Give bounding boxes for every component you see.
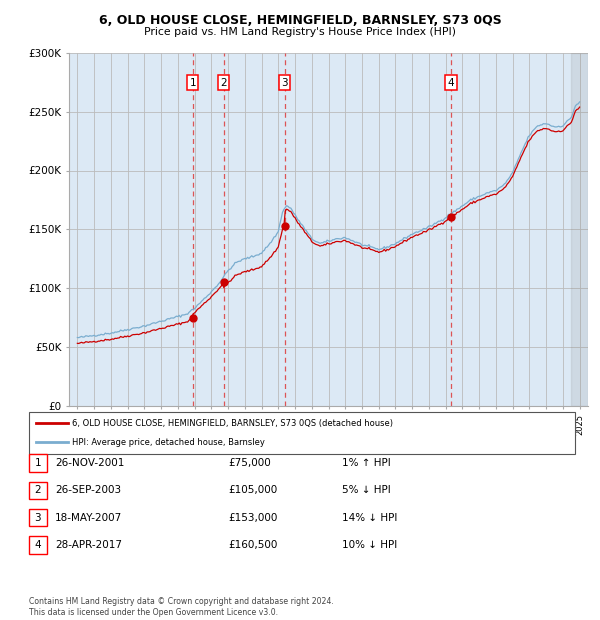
- Text: 26-NOV-2001: 26-NOV-2001: [55, 458, 125, 468]
- Text: 26-SEP-2003: 26-SEP-2003: [55, 485, 121, 495]
- Text: Contains HM Land Registry data © Crown copyright and database right 2024.
This d: Contains HM Land Registry data © Crown c…: [29, 598, 334, 617]
- Text: 5% ↓ HPI: 5% ↓ HPI: [342, 485, 391, 495]
- Text: 6, OLD HOUSE CLOSE, HEMINGFIELD, BARNSLEY, S73 0QS: 6, OLD HOUSE CLOSE, HEMINGFIELD, BARNSLE…: [98, 14, 502, 27]
- Text: HPI: Average price, detached house, Barnsley: HPI: Average price, detached house, Barn…: [72, 438, 265, 447]
- Text: 4: 4: [34, 540, 41, 550]
- Text: 1% ↑ HPI: 1% ↑ HPI: [342, 458, 391, 468]
- Text: 3: 3: [281, 78, 288, 88]
- Text: 10% ↓ HPI: 10% ↓ HPI: [342, 540, 397, 550]
- Text: 28-APR-2017: 28-APR-2017: [55, 540, 122, 550]
- Text: £160,500: £160,500: [228, 540, 277, 550]
- Text: 18-MAY-2007: 18-MAY-2007: [55, 513, 122, 523]
- Text: 4: 4: [448, 78, 454, 88]
- Text: 6, OLD HOUSE CLOSE, HEMINGFIELD, BARNSLEY, S73 0QS (detached house): 6, OLD HOUSE CLOSE, HEMINGFIELD, BARNSLE…: [72, 418, 393, 428]
- Text: 2: 2: [34, 485, 41, 495]
- Text: £75,000: £75,000: [228, 458, 271, 468]
- Text: £153,000: £153,000: [228, 513, 277, 523]
- Text: £105,000: £105,000: [228, 485, 277, 495]
- Text: 1: 1: [34, 458, 41, 468]
- Text: 1: 1: [190, 78, 196, 88]
- Bar: [571, 53, 588, 406]
- Text: 14% ↓ HPI: 14% ↓ HPI: [342, 513, 397, 523]
- Text: 2: 2: [220, 78, 227, 88]
- Text: Price paid vs. HM Land Registry's House Price Index (HPI): Price paid vs. HM Land Registry's House …: [144, 27, 456, 37]
- Text: 3: 3: [34, 513, 41, 523]
